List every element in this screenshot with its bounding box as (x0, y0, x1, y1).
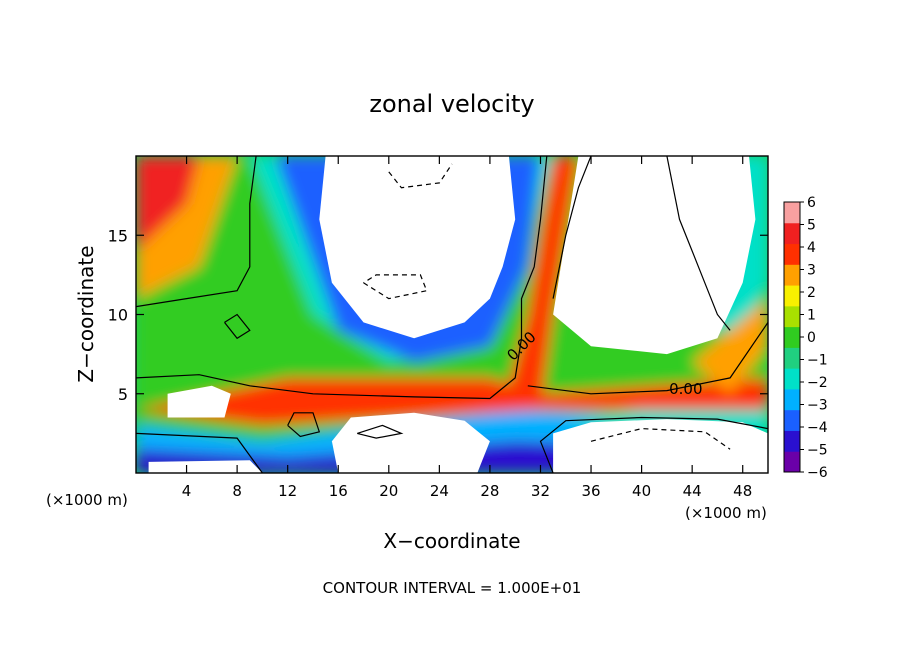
field-saturated-region (319, 156, 516, 339)
colorbar-swatch (784, 368, 800, 390)
colorbar-swatch (784, 347, 800, 369)
contour-line (666, 156, 731, 331)
colorbar-tick-label: −5 (807, 443, 828, 459)
field-saturated-region (331, 412, 490, 473)
contour-line (136, 156, 548, 400)
colorbar-swatch (784, 388, 800, 411)
x-axis-label: X−coordinate (383, 529, 520, 553)
colorbar-tick-label: 5 (807, 218, 816, 234)
field-region (136, 156, 200, 252)
field-saturated-region (553, 156, 756, 355)
x-tick-label: 48 (733, 482, 752, 500)
x-tick-label: 40 (632, 482, 651, 500)
colorbar-swatch (784, 305, 800, 328)
colorbar-swatch (784, 243, 800, 265)
field-region (692, 298, 768, 394)
field-saturated-region (167, 385, 231, 418)
y-axis-label: Z−coordinate (74, 245, 98, 382)
x-tick-label: 28 (480, 482, 499, 500)
colorbar-tick-label: 1 (807, 308, 816, 324)
x-tick-label: 4 (182, 482, 192, 500)
contour-line (357, 424, 404, 439)
contour-interval-note: CONTOUR INTERVAL = 1.000E+01 (323, 579, 582, 597)
contour-line (539, 416, 768, 473)
x-tick-label: 44 (683, 482, 702, 500)
colorbar-swatch (784, 451, 800, 473)
colorbar-swatch (784, 430, 800, 452)
y-tick-label: 10 (108, 306, 128, 325)
colorbar: 6 5 4 3 2 1 0 −1 −2 −3 −4 −5 −6 (783, 195, 828, 481)
contour-line (287, 412, 321, 438)
colorbar-tick-label: 6 (807, 195, 816, 211)
colorbar-swatch (784, 409, 800, 431)
y-tick-label: 15 (108, 226, 128, 245)
heatmap-field (136, 156, 768, 473)
contour-line (388, 163, 453, 189)
y-tick-label: 5 (118, 385, 128, 404)
colorbar-tick-label: −6 (807, 465, 828, 481)
colorbar-swatch (784, 264, 800, 286)
x-tick-label: 8 (232, 482, 242, 500)
colorbar-tick-label: −2 (807, 375, 828, 391)
x-tick-label: 12 (278, 482, 297, 500)
colorbar-swatch (784, 326, 800, 348)
colorbar-swatch (784, 222, 800, 245)
colorbar-tick-label: 3 (807, 263, 816, 279)
colorbar-tick-label: 0 (807, 330, 816, 346)
contour-line (527, 322, 768, 395)
contour-line (590, 427, 731, 450)
x-tick-label: 32 (531, 482, 550, 500)
colorbar-tick-label: −3 (807, 398, 828, 414)
contour-line (224, 313, 251, 340)
colorbar-tick-label: 2 (807, 285, 816, 301)
x-tick-label: 16 (329, 482, 348, 500)
colorbar-tick-label: −4 (807, 420, 828, 436)
contour-line (552, 156, 592, 299)
colorbar-swatch (784, 202, 800, 224)
colorbar-swatch (784, 285, 800, 307)
x-tick-label: 36 (581, 482, 600, 500)
field-saturated-region (148, 460, 263, 473)
colorbar-tick-label: 4 (807, 240, 816, 256)
chart-title: zonal velocity (369, 90, 534, 118)
field-saturated-region (553, 419, 768, 473)
contour-label: 0.00 (669, 380, 702, 398)
x-tick-label: 20 (379, 482, 398, 500)
x-unit-left: (×1000 m) (46, 491, 128, 509)
contour-line (136, 156, 257, 308)
contour-line (136, 432, 263, 473)
x-unit-right: (×1000 m) (685, 504, 767, 522)
x-tick-label: 24 (430, 482, 449, 500)
field-region (502, 156, 579, 410)
colorbar-tick-label: −1 (807, 353, 828, 369)
